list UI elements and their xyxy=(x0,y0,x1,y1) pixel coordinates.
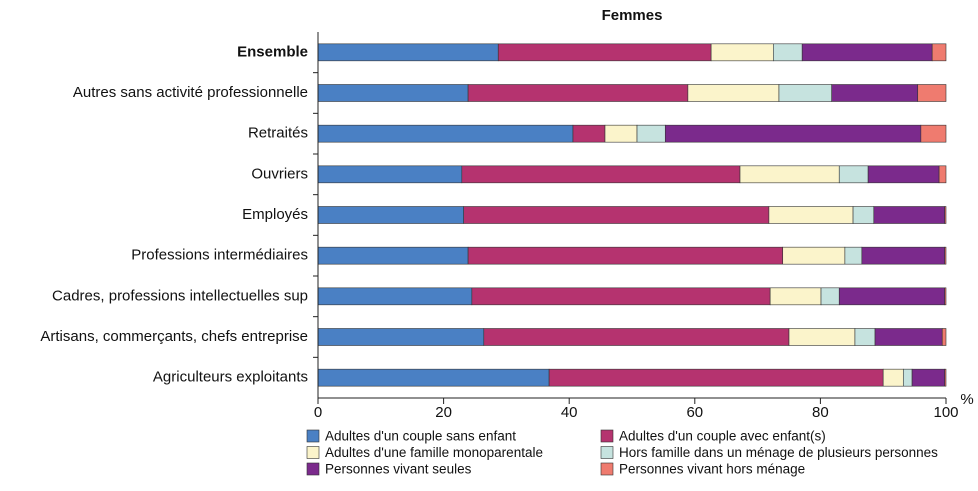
bar-segment xyxy=(944,368,947,387)
bar-segment xyxy=(854,328,876,346)
bar-segment xyxy=(317,84,469,102)
bar-segment xyxy=(801,43,933,62)
legend-label: Adultes d'une famille monoparentale xyxy=(325,445,543,460)
bar-segment xyxy=(778,84,833,102)
bar-segment xyxy=(852,206,875,224)
legend-swatch xyxy=(306,462,320,476)
bar-segment xyxy=(920,124,947,143)
bar-segment xyxy=(838,287,946,306)
x-tick-label: 0 xyxy=(314,404,322,421)
bar-segment xyxy=(317,124,574,143)
bar-segment xyxy=(874,328,943,346)
bar-segment xyxy=(788,328,856,346)
legend-swatch xyxy=(600,462,614,476)
bar-segment xyxy=(317,287,473,306)
bar-segment xyxy=(931,43,947,62)
bar-segment xyxy=(497,43,712,62)
legend-label: Personnes vivant hors ménage xyxy=(619,462,805,477)
bar-segment xyxy=(911,368,946,387)
bar-segment xyxy=(917,84,947,102)
bar-segment xyxy=(317,43,499,62)
bar-segment xyxy=(861,246,946,265)
bar-segment xyxy=(873,206,946,224)
x-tick-label: 20 xyxy=(435,404,452,421)
x-tick-label: 80 xyxy=(812,404,829,421)
y-tick-label: Agriculteurs exploitants xyxy=(153,369,308,386)
bar-segment xyxy=(604,124,638,143)
bar-segment xyxy=(882,368,904,387)
legend-swatch xyxy=(306,429,320,443)
bar-segment xyxy=(687,84,780,102)
x-axis-label: % xyxy=(960,391,973,408)
y-tick-label: Ouvriers xyxy=(251,165,308,182)
y-tick-label: Employés xyxy=(242,206,308,223)
legend-swatch xyxy=(306,446,320,459)
x-tick-label: 40 xyxy=(561,404,578,421)
bar-segment xyxy=(636,124,666,143)
x-tick-label: 60 xyxy=(686,404,703,421)
bar-segment xyxy=(902,368,913,387)
y-tick-label: Retraités xyxy=(248,125,308,142)
bar-segment xyxy=(467,84,689,102)
bar-segment xyxy=(467,246,784,265)
bar-segment xyxy=(461,165,741,184)
bar-segment xyxy=(317,165,463,184)
bar-segment xyxy=(867,165,940,184)
bar-segment xyxy=(483,328,790,346)
legend-swatch xyxy=(600,429,614,443)
y-tick-label: Professions intermédiaires xyxy=(131,247,308,264)
bar-segment xyxy=(944,287,947,306)
bar-segment xyxy=(772,43,803,62)
y-tick-label: Artisans, commerçants, chefs entreprise xyxy=(40,328,308,345)
bar-segment xyxy=(317,368,550,387)
legend-swatch xyxy=(600,446,614,459)
bar-segment xyxy=(768,206,854,224)
bar-segment xyxy=(944,206,947,224)
bar-segment xyxy=(317,246,469,265)
bar-segment xyxy=(739,165,840,184)
bar-segment xyxy=(463,206,770,224)
legend-label: Personnes vivant seules xyxy=(325,462,472,477)
y-tick-label: Cadres, professions intellectuelles sup xyxy=(52,287,308,304)
bar-segment xyxy=(831,84,919,102)
chart-title: Femmes xyxy=(602,7,663,24)
bar-segment xyxy=(941,328,947,346)
bar-segment xyxy=(944,246,947,265)
bar-segment xyxy=(820,287,840,306)
bar-segment xyxy=(664,124,922,143)
bar-segment xyxy=(317,206,464,224)
bar-segment xyxy=(769,287,822,306)
bar-segment xyxy=(938,165,947,184)
legend-label: Hors famille dans un ménage de plusieurs… xyxy=(619,445,938,460)
bar-segment xyxy=(782,246,846,265)
y-tick-label: Autres sans activité professionnelle xyxy=(73,84,308,101)
legend-label: Adultes d'un couple sans enfant xyxy=(325,429,516,444)
bar-segment xyxy=(548,368,884,387)
bar-segment xyxy=(844,246,863,265)
legend-label: Adultes d'un couple avec enfant(s) xyxy=(619,429,826,444)
x-tick-label: 100 xyxy=(933,404,958,421)
bar-segment xyxy=(572,124,606,143)
bar-segment xyxy=(710,43,774,62)
bar-segment xyxy=(471,287,771,306)
y-tick-label: Ensemble xyxy=(237,43,308,60)
bar-segment xyxy=(838,165,869,184)
bar-segment xyxy=(317,328,485,346)
